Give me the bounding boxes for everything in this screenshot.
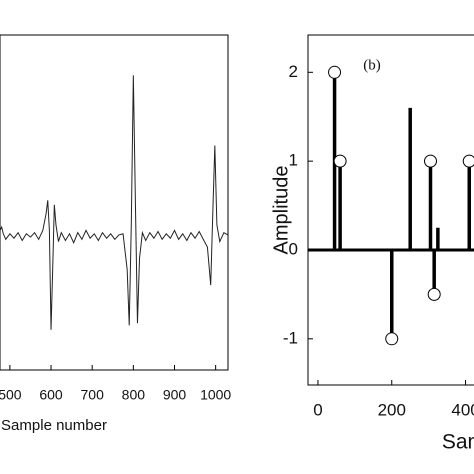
x-axis-label: Sample number (442, 431, 474, 454)
stem-marker (427, 287, 441, 301)
stem-marker (462, 154, 474, 168)
x-tick-label: 0 (313, 400, 322, 419)
plot-frame (0, 34, 229, 371)
panel-label: (b) (363, 57, 381, 73)
x-tick-label: 900 (163, 387, 187, 403)
x-tick-label: 400 (451, 400, 474, 419)
plot-frame (307, 34, 474, 386)
stem-marker (385, 332, 399, 346)
y-tick-label: 0 (289, 239, 298, 258)
y-tick-label: -1 (283, 328, 298, 347)
stem-marker (333, 154, 347, 168)
x-tick-label: 600 (39, 387, 63, 403)
x-tick-label: 800 (122, 387, 146, 403)
y-tick-label: 2 (289, 62, 298, 81)
y-tick-label: 1 (289, 151, 298, 170)
x-tick-label: 200 (378, 400, 406, 419)
x-tick-label: 500 (0, 387, 22, 403)
y-axis-label: Amplitude (270, 166, 292, 255)
signal-line (0, 75, 229, 330)
stem-marker (423, 154, 437, 168)
stem-marker (328, 65, 342, 79)
x-axis-label: Sample number (1, 417, 107, 434)
x-tick-label: 700 (81, 387, 105, 403)
x-tick-label: 1000 (200, 387, 231, 403)
